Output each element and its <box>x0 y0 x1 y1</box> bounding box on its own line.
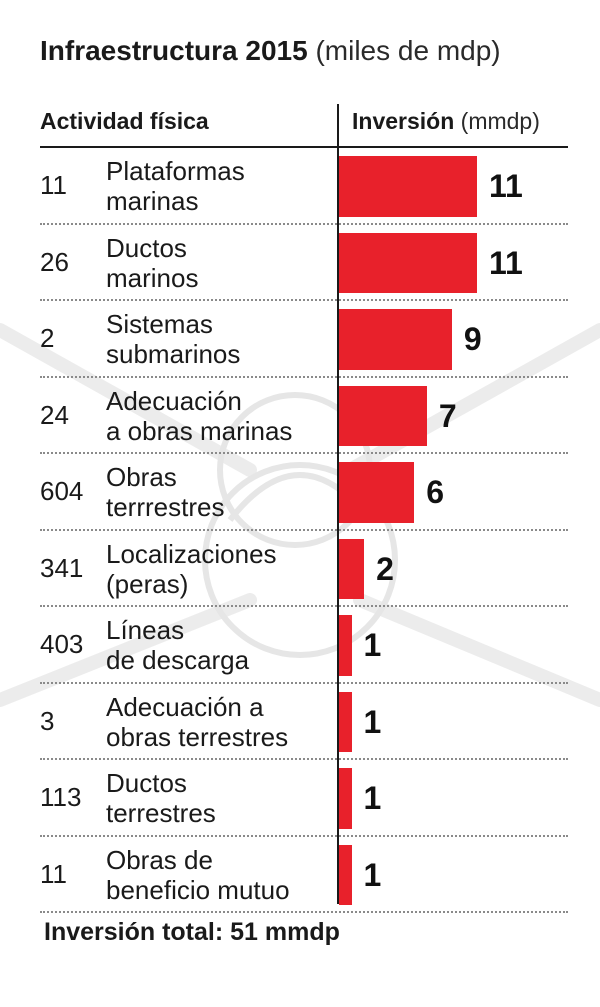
row-label-line: marinos <box>106 262 199 293</box>
bar-value-label: 1 <box>363 856 382 893</box>
row-label-line: Plataformas <box>106 156 245 186</box>
column-header-investment-label: Inversión <box>352 108 455 134</box>
chart-title-unit: (miles de mdp) <box>315 35 501 66</box>
row-count: 113 <box>40 782 82 812</box>
row-count: 24 <box>40 399 69 430</box>
row-count: 2 <box>40 323 55 353</box>
column-header-activity: Actividad física <box>40 108 209 134</box>
bar <box>339 385 427 446</box>
row-label-line: obras terrestres <box>106 721 289 752</box>
row-label-line: Obras <box>106 462 177 492</box>
header-rule <box>40 146 568 148</box>
row-separator <box>40 605 568 607</box>
chart-title-main: Infraestructura 2015 <box>40 35 308 66</box>
bar-value-label: 1 <box>363 703 382 740</box>
row-separator <box>40 375 568 378</box>
row-separator <box>40 911 568 913</box>
chart-row: 11 Plataformas marinas 11 <box>0 148 600 225</box>
row-label-line: marinas <box>106 186 199 216</box>
bar-value-label: 2 <box>376 550 394 587</box>
chart-row: 341 Localizaciones (peras) 2 <box>0 531 600 607</box>
row-separator <box>40 681 568 684</box>
bar-value-label: 11 <box>489 244 523 281</box>
row-label-line: Obras de <box>106 844 213 875</box>
row-label: Obras de beneficio mutuo <box>106 845 331 905</box>
bar-axis <box>337 104 339 904</box>
bar <box>339 768 352 829</box>
row-label-line: Ductos <box>106 768 187 798</box>
row-count: 26 <box>40 246 69 277</box>
row-count: 11 <box>40 858 67 889</box>
row-label-line: terrestres <box>106 798 216 828</box>
row-label: Adecuación a obras marinas <box>106 386 331 446</box>
row-separator <box>40 758 568 760</box>
row-label: Localizaciones (peras) <box>106 539 331 599</box>
bar-value-label: 6 <box>426 474 445 511</box>
row-label-line: beneficio mutuo <box>106 874 290 905</box>
row-label-line: de descarga <box>106 645 250 675</box>
row-label-line: Localizaciones <box>106 538 277 569</box>
row-label: Adecuación a obras terrestres <box>106 692 331 752</box>
row-count: 403 <box>40 629 84 659</box>
row-label: Ductos marinos <box>106 233 331 293</box>
bar <box>339 156 477 217</box>
row-count: 3 <box>40 705 55 736</box>
bar <box>339 615 352 676</box>
chart-row: 403 Líneas de descarga 1 <box>0 607 600 684</box>
chart-row: 113 Ductos terrestres 1 <box>0 760 600 837</box>
chart-row: 11 Obras de beneficio mutuo 1 <box>0 837 600 913</box>
chart-row: 2 Sistemas submarinos 9 <box>0 301 600 378</box>
row-label: Plataformas marinas <box>106 156 331 216</box>
bar-value-label: 9 <box>463 321 482 358</box>
row-label-line: terrrestres <box>106 492 225 522</box>
row-label: Sistemas submarinos <box>106 309 331 369</box>
row-label: Obras terrrestres <box>106 462 331 522</box>
chart-row: 26 Ductos marinos 11 <box>0 225 600 301</box>
total-investment: Inversión total: 51 mmdp <box>44 918 340 946</box>
row-label-line: Ductos <box>106 232 187 263</box>
bar-value-label: 7 <box>438 397 457 434</box>
row-label-line: (peras) <box>106 568 189 599</box>
row-separator <box>40 452 568 454</box>
row-separator <box>40 299 568 301</box>
row-label-line: Líneas <box>106 615 185 645</box>
row-separator <box>40 834 568 837</box>
chart-row: 24 Adecuación a obras marinas 7 <box>0 378 600 454</box>
row-label-line: Adecuación <box>106 385 242 416</box>
bar <box>339 538 365 599</box>
row-label: Ductos terrestres <box>106 768 331 828</box>
bar <box>339 844 352 905</box>
row-label-line: Sistemas <box>106 309 213 339</box>
bar-value-label: 11 <box>489 168 523 205</box>
bar <box>339 232 477 293</box>
bar-value-label: 1 <box>363 780 382 817</box>
bar <box>339 462 415 523</box>
column-header-investment-unit: (mmdp) <box>460 108 540 134</box>
bar <box>339 309 452 370</box>
column-header-investment: Inversión (mmdp) <box>352 108 540 135</box>
row-separator <box>40 222 568 225</box>
bar <box>339 691 352 752</box>
bar-value-label: 1 <box>363 627 382 664</box>
row-label-line: submarinos <box>106 339 241 369</box>
row-separator <box>40 528 568 531</box>
chart-row: 3 Adecuación a obras terrestres 1 <box>0 684 600 760</box>
chart-row: 604 Obras terrrestres 6 <box>0 454 600 531</box>
row-label-line: Adecuación a <box>106 691 264 722</box>
row-count: 11 <box>40 170 67 200</box>
row-count: 604 <box>40 476 84 506</box>
chart-title: Infraestructura 2015 (miles de mdp) <box>40 34 501 68</box>
row-count: 341 <box>40 552 84 583</box>
row-label: Líneas de descarga <box>106 615 331 675</box>
row-label-line: a obras marinas <box>106 415 293 446</box>
